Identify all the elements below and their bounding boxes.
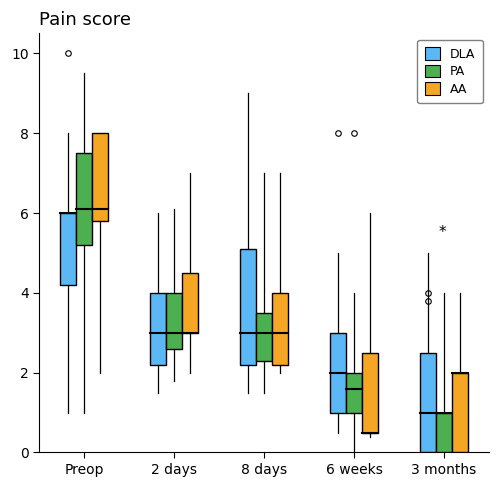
Bar	[420, 353, 436, 452]
Bar	[166, 293, 182, 349]
Bar	[60, 213, 76, 285]
Bar	[346, 373, 362, 412]
Bar	[436, 412, 452, 452]
Bar	[92, 133, 108, 221]
Bar	[330, 333, 346, 412]
Bar	[272, 293, 288, 365]
Bar	[362, 353, 378, 432]
Legend: DLA, PA, AA: DLA, PA, AA	[418, 40, 482, 103]
Bar	[182, 273, 198, 333]
Bar	[76, 153, 92, 245]
Bar	[256, 313, 272, 361]
Text: Pain score: Pain score	[39, 11, 131, 29]
Bar	[452, 373, 468, 452]
Bar	[240, 249, 256, 365]
Bar	[150, 293, 166, 365]
Text: *: *	[439, 225, 446, 241]
